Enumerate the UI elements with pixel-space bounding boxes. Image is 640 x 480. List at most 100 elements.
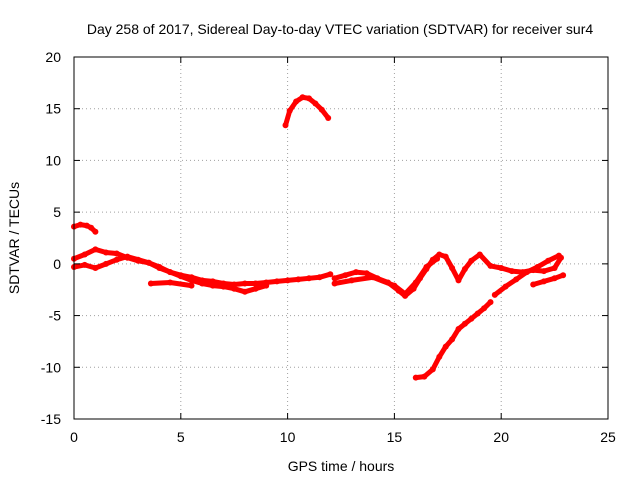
data-point [363,270,370,277]
data-point [220,283,227,290]
data-point [252,280,259,287]
data-point [88,224,95,231]
data-point [284,277,291,284]
data-point [167,279,174,286]
data-point [81,261,88,268]
data-point [177,273,184,280]
data-point [318,106,325,113]
data-point [461,320,468,327]
data-point [534,264,541,270]
data-point [412,279,419,286]
data-point [402,290,409,297]
x-tick-label: 5 [177,429,185,445]
data-point [145,259,152,266]
y-tick-label: 5 [53,204,61,220]
data-point [209,282,216,289]
data-point [502,283,509,290]
data-point [442,343,449,350]
y-axis-label: SDTVAR / TECUs [6,182,22,294]
data-point [103,260,109,267]
data-point [353,269,359,276]
x-tick-label: 0 [70,429,78,445]
data-point [199,280,206,287]
data-point [306,275,312,282]
data-point [124,253,131,260]
data-point [491,291,498,298]
x-tick-label: 15 [387,429,403,445]
data-point [241,288,248,295]
data-point [442,253,449,260]
data-point [530,281,537,288]
y-tick-label: -15 [41,411,61,427]
data-point [92,265,99,271]
data-point [370,274,376,281]
data-point [468,315,475,322]
data-point [348,277,355,284]
grid-lines [74,57,608,419]
data-point [306,95,312,102]
data-point [92,228,99,235]
data-point [461,266,468,272]
data-point [113,256,120,263]
data-point [523,269,530,276]
y-tick-label: -5 [49,308,62,324]
data-point [540,278,547,285]
data-point [327,271,334,278]
data-point [241,280,248,287]
x-tick-label: 25 [600,429,616,445]
trace-segment-7 [332,256,440,297]
data-point [455,326,462,332]
plot-frame [73,56,609,420]
data-point [156,265,163,271]
data-point [81,251,88,258]
axis-ticks: 0 5 10 15 20 25 -15 -10 -5 0 5 10 15 20 [41,49,616,445]
data-point [508,268,515,275]
y-tick-label: 10 [45,152,61,168]
data-point [551,265,558,271]
data-point [545,257,552,264]
data-point [325,115,332,121]
data-point [476,251,483,258]
data-point [252,285,259,292]
data-point [481,305,488,312]
data-point [113,250,120,257]
data-point [421,373,428,380]
data-point [555,252,562,259]
data-point [77,221,84,228]
data-point [540,268,547,275]
chart-title: Day 258 of 2017, Sidereal Day-to-day VTE… [87,21,593,37]
data-point [513,276,520,283]
data-point [449,265,456,271]
data-point [188,277,195,284]
data-point [468,257,475,264]
data-point [147,280,154,287]
y-tick-label: 0 [53,256,61,272]
data-point [92,246,99,253]
data-point [455,277,462,284]
x-axis-label: GPS time / hours [288,458,395,474]
data-point [263,282,270,289]
data-point [391,282,398,289]
trace-segment-10 [530,272,566,287]
data-point [286,107,293,114]
data-point [474,310,481,317]
data-point [487,299,494,306]
data-point [135,256,142,263]
data-point [342,272,349,279]
data-point [167,269,174,276]
data-point [273,278,280,285]
data-point [449,336,456,343]
data-point [423,264,430,270]
x-tick-label: 20 [493,429,509,445]
y-tick-label: 15 [45,101,61,117]
data-point [312,100,319,107]
data-point [331,275,338,282]
data-point [293,98,300,105]
x-tick-label: 10 [280,429,296,445]
data-point [551,275,558,282]
data-point [316,274,323,281]
data-point [412,374,419,381]
data-point [436,353,443,360]
data-point [188,282,195,289]
